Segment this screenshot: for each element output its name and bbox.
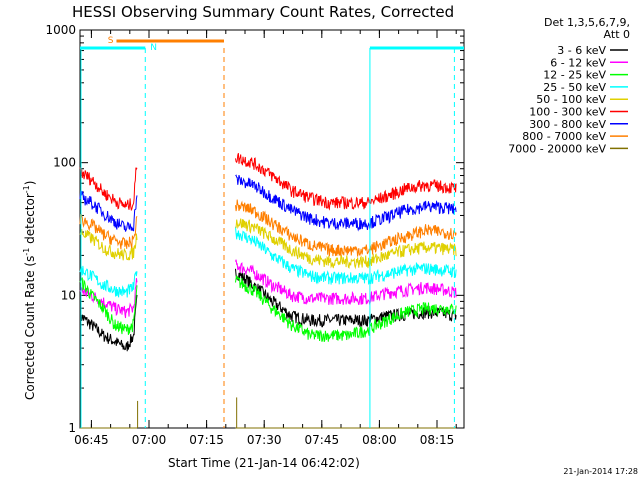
legend-item-label: 800 - 7000 keV (522, 130, 606, 143)
x-axis-label: Start Time (21-Jan-14 06:42:02) (168, 456, 360, 470)
legend-item-label: 25 - 50 keV (543, 81, 606, 94)
boundary-lines (80, 48, 455, 428)
series-12-25-kev-line (235, 275, 457, 342)
series-25-50-kev-line (79, 265, 138, 298)
x-tick-label: 07:30 (247, 433, 282, 447)
x-tick-label: 07:00 (132, 433, 167, 447)
y-axis-label: Corrected Count Rate (s-1 detector-1) (22, 181, 37, 400)
axis-ticks (80, 30, 464, 429)
series-300-800-kev-line (235, 174, 457, 232)
night-flag-label: N (150, 43, 157, 53)
footer-date: 21-Jan-2014 17:28 (563, 467, 638, 476)
series-300-800-kev-line (79, 190, 138, 232)
x-tick-label: 07:45 (305, 433, 340, 447)
plot-frame (79, 29, 465, 429)
series-25-50-kev-line (235, 226, 457, 285)
y-tick-label: 10 (61, 288, 76, 302)
legend-item-label: 50 - 100 keV (536, 93, 606, 106)
saa-flag-label: S (108, 36, 114, 46)
series-6-12-kev-line (235, 259, 457, 306)
series-layer (79, 153, 457, 429)
y-tick-label: 100 (53, 156, 76, 170)
series-3-6-kev-line (235, 268, 457, 328)
x-tick-label: 06:45 (74, 433, 109, 447)
y-tick-label: 1 (68, 421, 76, 435)
legend-item-label: 12 - 25 keV (543, 69, 606, 82)
chart-title: HESSI Observing Summary Count Rates, Cor… (72, 3, 454, 21)
series-12-25-kev-line (79, 277, 138, 335)
x-tick-label: 08:00 (362, 433, 397, 447)
series-100-300-kev-line (235, 153, 457, 211)
series-6-12-kev-line (79, 278, 138, 319)
legend-item-label: 300 - 800 keV (529, 118, 606, 131)
flag-bars: SN (80, 36, 464, 53)
legend-header-1: Det 1,3,5,6,7,9, (544, 16, 630, 29)
series-800-7000-kev-line (235, 199, 457, 257)
series-100-300-kev-line (79, 167, 138, 212)
x-tick-labels: 06:45 07:00 07:15 07:30 07:45 08:00 08:15 (74, 433, 454, 447)
y-tick-label: 1000 (45, 23, 76, 37)
series-3-6-kev-line (79, 294, 138, 352)
series-800-7000-kev-line (79, 213, 138, 250)
legend-item-label: 7000 - 20000 keV (508, 142, 606, 155)
legend-item-label: 100 - 300 keV (529, 106, 606, 119)
series-50-100-kev-line (235, 218, 457, 270)
legend-item-label: 6 - 12 keV (550, 56, 606, 69)
legend-item-label: 3 - 6 keV (557, 44, 606, 57)
x-tick-label: 07:15 (189, 433, 224, 447)
series-50-100-kev-line (79, 228, 138, 261)
legend-header-2: Att 0 (604, 28, 630, 41)
x-tick-label: 08:15 (420, 433, 455, 447)
y-tick-labels: 1 10 100 1000 (45, 23, 76, 435)
